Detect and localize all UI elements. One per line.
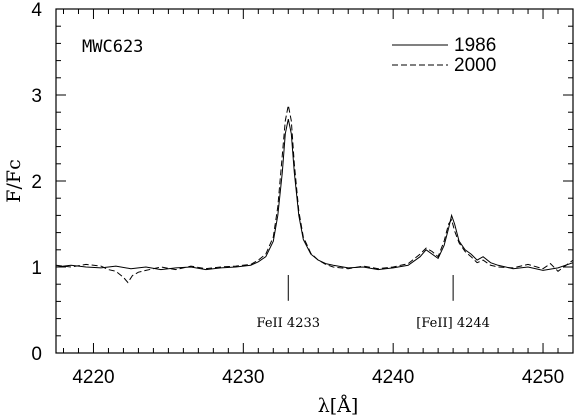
series-line-1986 (55, 118, 574, 271)
legend-label-1986: 1986 (454, 35, 496, 56)
legend: 1986 2000 (392, 35, 496, 76)
axis-ticks (56, 8, 574, 354)
y-tick-label: 0 (31, 344, 42, 365)
x-tick-label: 4250 (522, 367, 564, 388)
spectrum-series (55, 105, 574, 284)
star-name-label: MWC623 (82, 37, 143, 57)
axis-tick-labels: 4220 4230 4240 4250 0 1 2 3 4 (31, 0, 564, 388)
series-line-2000 (55, 105, 574, 284)
legend-label-2000: 2000 (454, 55, 496, 76)
x-axis-label: λ[Å] (318, 395, 359, 417)
x-tick-label: 4220 (72, 367, 114, 388)
annotation-label: [FeII] 4244 (416, 316, 490, 331)
y-tick-label: 2 (31, 172, 42, 193)
line-annotations: FeII 4233 [FeII] 4244 (257, 275, 490, 331)
x-tick-label: 4230 (222, 367, 264, 388)
y-axis-label: F/Fc (3, 159, 25, 202)
annotation-label: FeII 4233 (257, 316, 321, 331)
x-tick-label: 4240 (372, 367, 414, 388)
y-tick-label: 4 (31, 0, 42, 21)
y-tick-label: 1 (31, 258, 42, 279)
plot-frame (55, 8, 574, 354)
y-tick-label: 3 (31, 86, 42, 107)
